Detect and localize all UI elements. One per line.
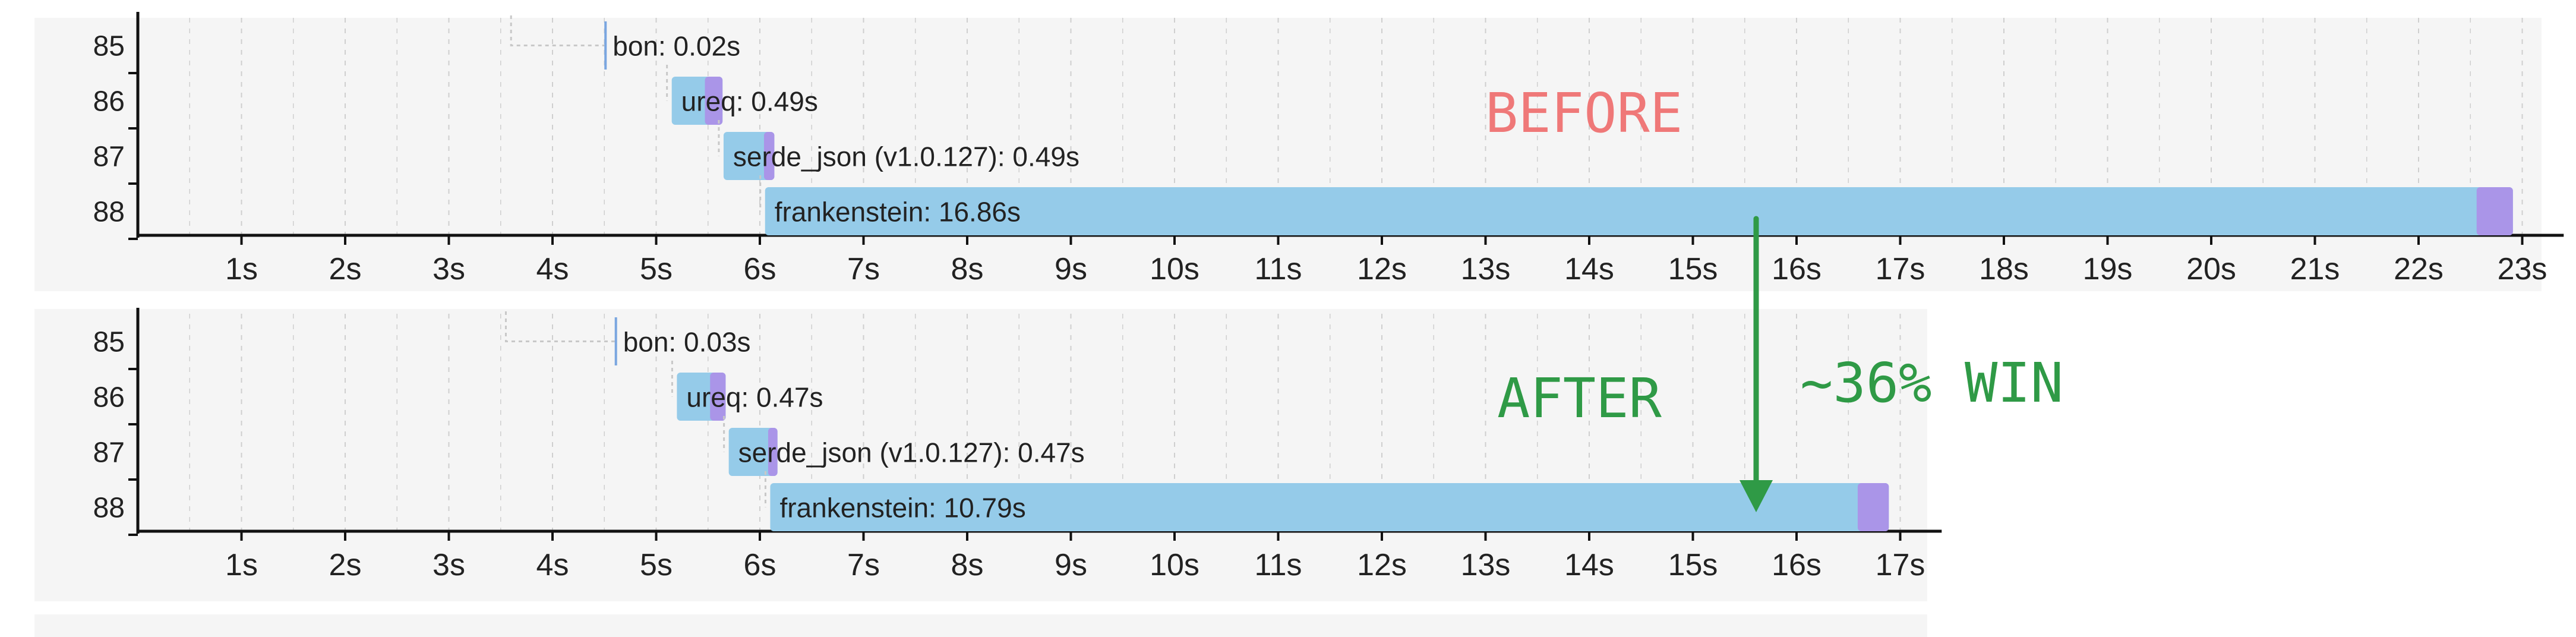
bar-label: ureq: 0.49s: [681, 86, 818, 117]
improvement-arrow-head: [1740, 480, 1773, 512]
x-tick-label: 8s: [951, 548, 984, 582]
crate-bar[interactable]: [765, 187, 2513, 235]
x-tick-label: 6s: [744, 548, 776, 582]
crate-bar[interactable]: [770, 483, 1889, 531]
x-tick-label: 1s: [225, 252, 258, 286]
x-tick-label: 6s: [744, 252, 776, 286]
x-tick-label: 8s: [951, 252, 984, 286]
x-tick-label: 21s: [2290, 252, 2340, 286]
dependency-line: [510, 15, 605, 46]
x-tick-label: 2s: [329, 548, 362, 582]
x-tick-label: 15s: [1668, 548, 1718, 582]
bar-label: frankenstein: 16.86s: [775, 197, 1021, 228]
bar-label: bon: 0.03s: [623, 327, 751, 358]
x-tick-label: 2s: [329, 252, 362, 286]
link-phase-bar: [2476, 187, 2513, 235]
x-tick-label: 12s: [1357, 548, 1407, 582]
row-label: 85: [93, 327, 125, 358]
dependency-line: [504, 311, 615, 342]
link-phase-bar: [705, 77, 723, 125]
bar-label: serde_json (v1.0.127): 0.47s: [738, 437, 1085, 468]
x-tick-label: 23s: [2498, 252, 2547, 286]
x-tick-label: 13s: [1461, 548, 1511, 582]
x-tick-label: 5s: [640, 252, 673, 286]
x-tick-label: 18s: [1979, 252, 2029, 286]
x-tick-label: 20s: [2186, 252, 2236, 286]
crate-bar[interactable]: [604, 21, 607, 70]
x-tick-label: 17s: [1876, 548, 1925, 582]
row-label: 87: [93, 141, 125, 173]
x-tick-label: 13s: [1461, 252, 1511, 286]
bottom-strip: [34, 614, 1927, 637]
x-tick-label: 16s: [1772, 548, 1821, 582]
x-tick-label: 7s: [847, 252, 880, 286]
x-tick-label: 9s: [1055, 252, 1087, 286]
x-tick-label: 3s: [433, 252, 465, 286]
bar-label: ureq: 0.47s: [686, 382, 823, 413]
x-tick-label: 14s: [1564, 252, 1614, 286]
row-label: 87: [93, 437, 125, 469]
x-tick-label: 22s: [2394, 252, 2444, 286]
chart-before: 1s 2s 3s 4s 5s 6s 7s 8s 9s 10s 11s 12s 13s 14s 15s 16s 1…: [34, 12, 2564, 291]
bar-label: frankenstein: 10.79s: [779, 493, 1025, 524]
row-label: 88: [93, 197, 125, 228]
link-phase-bar: [1857, 483, 1889, 531]
x-tick-label: 11s: [1255, 548, 1302, 582]
x-tick-label: 3s: [433, 548, 465, 582]
before-annotation: BEFORE: [1485, 81, 1682, 145]
after-annotation: AFTER: [1497, 367, 1662, 430]
x-tick-label: 4s: [536, 548, 569, 582]
row-label: 86: [93, 382, 125, 414]
link-phase-bar: [768, 428, 778, 476]
x-tick-label: 7s: [847, 548, 880, 582]
x-tick-label: 5s: [640, 548, 673, 582]
row-label: 85: [93, 31, 125, 62]
x-tick-label: 19s: [2083, 252, 2133, 286]
x-tick-label: 4s: [536, 252, 569, 286]
bar-label: serde_json (v1.0.127): 0.49s: [733, 141, 1079, 172]
crate-bar[interactable]: [614, 317, 617, 365]
x-tick-label: 11s: [1255, 252, 1302, 286]
row-label: 86: [93, 86, 125, 118]
x-tick-label: 1s: [225, 548, 258, 582]
chart-panel-background: [34, 309, 1927, 601]
link-phase-bar: [763, 132, 775, 180]
row-label: 88: [93, 493, 125, 524]
bar-label: bon: 0.02s: [613, 31, 740, 62]
x-tick-label: 9s: [1055, 548, 1087, 582]
chart-after: 1s 2s 3s 4s 5s 6s 7s 8s 9s 10s 11s 12s 13s 14s 15s 16s 1…: [34, 308, 1942, 601]
win-annotation: ~36% WIN: [1800, 351, 2063, 415]
crate-bar[interactable]: [723, 132, 775, 180]
crate-bar[interactable]: [728, 428, 778, 476]
x-tick-label: 16s: [1772, 252, 1821, 286]
link-phase-bar: [710, 373, 726, 421]
x-tick-label: 17s: [1876, 252, 1925, 286]
x-tick-label: 10s: [1150, 548, 1199, 582]
x-tick-label: 15s: [1668, 252, 1718, 286]
x-tick-label: 12s: [1357, 252, 1407, 286]
chart-panel-background: [34, 18, 2542, 291]
x-tick-label: 14s: [1564, 548, 1614, 582]
x-tick-label: 10s: [1150, 252, 1199, 286]
